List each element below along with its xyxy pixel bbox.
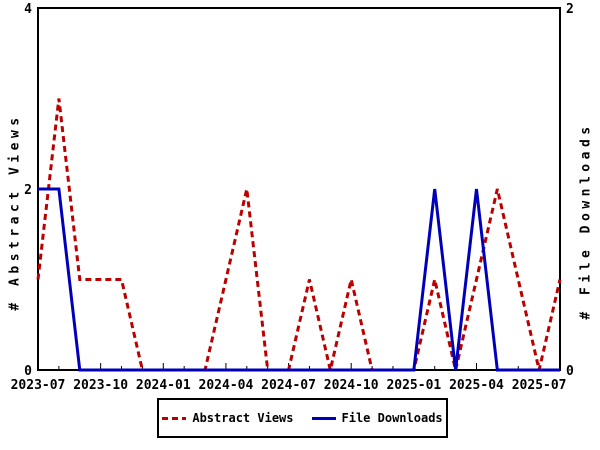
series-line-file-downloads: [38, 187, 560, 372]
abstract-views-dashed-line-sample: [162, 416, 187, 420]
y-left-tick-label: 2: [24, 183, 32, 198]
left-axis-title: # Abstract Views: [7, 113, 23, 311]
legend-label-abstract-views: Abstract Views: [192, 411, 294, 425]
x-tick-label: 2023-07: [11, 378, 66, 393]
y-left-tick-label: 4: [24, 2, 32, 17]
x-tick-label: 2025-01: [386, 378, 441, 393]
x-tick-label: 2024-01: [136, 378, 191, 393]
x-tick-label: 2024-04: [199, 378, 254, 393]
x-tick-label: 2025-07: [512, 378, 567, 393]
legend: Abstract Views File Downloads: [157, 398, 448, 438]
legend-label-file-downloads: File Downloads: [341, 411, 443, 425]
series-line-abstract-views: [36, 98, 562, 372]
x-tick-label: 2024-10: [324, 378, 379, 393]
legend-item-abstract-views: Abstract Views: [162, 411, 294, 425]
x-tick-label: 2024-07: [261, 378, 316, 393]
x-tick-label: 2025-04: [449, 378, 504, 393]
y-right-tick-label: 2: [566, 2, 574, 17]
legend-item-file-downloads: File Downloads: [311, 411, 443, 425]
x-tick-label: 2023-10: [73, 378, 128, 393]
plot-border: [37, 7, 561, 371]
file-downloads-solid-line-sample: [311, 416, 336, 420]
right-axis-title: # File Downloads: [578, 122, 594, 320]
y-left-tick-label: 0: [24, 364, 32, 379]
y-right-tick-label: 0: [566, 364, 574, 379]
